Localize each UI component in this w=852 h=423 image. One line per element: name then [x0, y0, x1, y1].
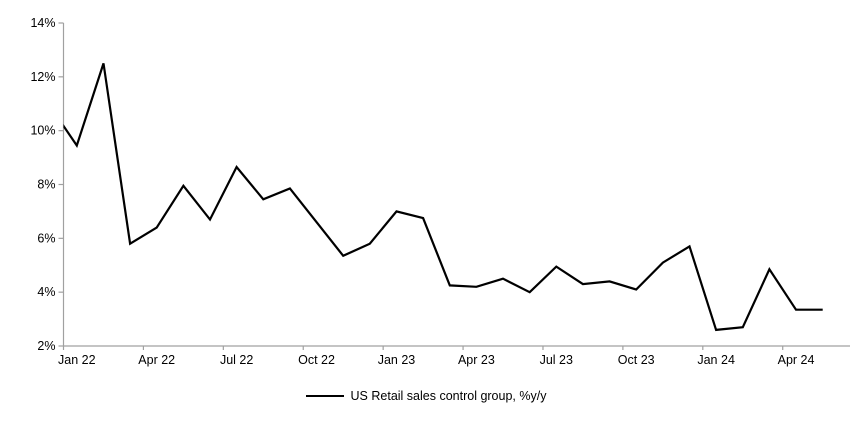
x-axis-label: Jan 24	[697, 353, 735, 367]
x-axis-label: Jul 22	[220, 353, 253, 367]
x-axis-label: Jan 22	[58, 353, 96, 367]
legend-line-sample	[305, 395, 344, 397]
legend: US Retail sales control group, %y/y	[0, 384, 852, 408]
y-axis-label: 6%	[37, 231, 55, 245]
x-axis-label: Oct 22	[298, 353, 335, 367]
x-axis-label: Jul 23	[540, 353, 573, 367]
y-axis-label: 8%	[37, 178, 55, 192]
x-axis-label: Apr 24	[778, 353, 815, 367]
y-axis-label: 12%	[30, 70, 55, 84]
y-axis-label: 2%	[37, 339, 55, 353]
x-axis-label: Apr 23	[458, 353, 495, 367]
x-axis-label: Apr 22	[138, 353, 175, 367]
series-line	[63, 63, 823, 332]
y-axis-label: 14%	[30, 16, 55, 30]
x-axis-label: Oct 23	[618, 353, 655, 367]
y-axis-label: 4%	[37, 285, 55, 299]
x-axis-label: Jan 23	[378, 353, 416, 367]
line-chart: 2% 4% 6% 8% 10% 12% 14% Jan 22 Apr 22 Jul 22 Oct 2…	[30, 16, 850, 367]
y-axis-label: 10%	[30, 124, 55, 138]
legend-label: US Retail sales control group, %y/y	[350, 389, 547, 403]
